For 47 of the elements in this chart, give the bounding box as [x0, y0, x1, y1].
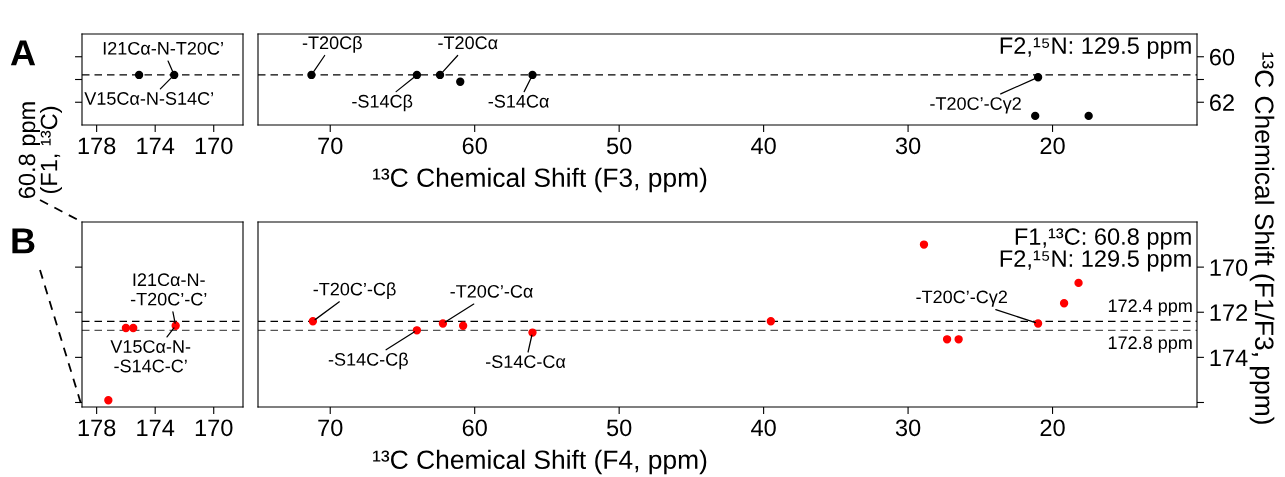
x-tick-label: 20	[1040, 137, 1065, 155]
annotation: F1,¹³C: 60.8 ppm F2,¹⁵N: 129.5 ppm	[1000, 228, 1191, 272]
chart-title: B	[12, 228, 35, 254]
x-tick-label: 40	[751, 419, 776, 437]
annotation: -S14C-Cα	[486, 355, 566, 369]
x-tick-label: 178	[78, 419, 116, 437]
x-tick-label: 20	[1040, 419, 1065, 437]
x-axis-title: ¹³C Chemical Shift (F3, ppm)	[373, 167, 707, 193]
x-tick-label: 30	[895, 137, 921, 155]
x-tick-label: 174	[137, 137, 175, 154]
annotation: -T20C’-Cγ2	[930, 97, 1021, 114]
annotation: I21Cα-N- -T20C’-C’	[130, 273, 207, 306]
y-tick-label: 174	[1210, 349, 1248, 366]
y-tick-label: 172	[1210, 304, 1248, 321]
x-tick-label: 178	[78, 137, 116, 155]
x-tick-label: 170	[195, 137, 233, 155]
x-tick-label: 50	[606, 137, 632, 155]
annotation: -S14Cα	[488, 94, 549, 108]
x-tick-label: 50	[606, 419, 632, 437]
y-axis-title: ¹³C Chemical Shift (F1/F3, ppm)	[1249, 52, 1275, 424]
x-tick-label: 170	[195, 419, 233, 437]
annotation: -S14Cβ	[352, 94, 413, 112]
annotation: V15Cα-N- -S14C-C’	[110, 340, 191, 373]
annotation: I21Cα-N-T20C’	[103, 41, 223, 55]
x-tick-label: 60	[462, 419, 487, 437]
annotation: -T20Cβ	[302, 35, 362, 53]
annotation: -T20C’-Cα	[450, 284, 533, 298]
y-axis-title: 60.8 ppm (F1, ¹³C)	[18, 102, 62, 199]
x-tick-label: 70	[318, 137, 343, 155]
annotation: -S14C-Cβ	[328, 352, 408, 370]
annotation: F2,¹⁵N: 129.5 ppm	[1000, 37, 1191, 59]
ref-line-label: 172.8 ppm	[1108, 336, 1192, 353]
annotation: -T20C’-Cγ2	[916, 290, 1007, 307]
x-tick-label: 70	[318, 419, 343, 437]
x-tick-label: 40	[751, 137, 776, 155]
y-tick-label: 170	[1210, 259, 1248, 276]
annotation: V15Cα-N-S14C’	[84, 92, 214, 105]
y-tick-label: 60	[1210, 48, 1235, 66]
y-tick-label: 62	[1210, 94, 1234, 112]
x-tick-label: 60	[462, 137, 487, 155]
annotation: -T20Cα	[438, 36, 498, 50]
chart-title: A	[10, 40, 36, 66]
ref-line-label: 172.4 ppm	[1108, 299, 1192, 316]
x-tick-label: 30	[895, 419, 921, 437]
x-tick-label: 174	[137, 419, 175, 436]
x-axis-title: ¹³C Chemical Shift (F4, ppm)	[373, 449, 707, 475]
annotation: -T20C’-Cβ	[313, 282, 396, 300]
